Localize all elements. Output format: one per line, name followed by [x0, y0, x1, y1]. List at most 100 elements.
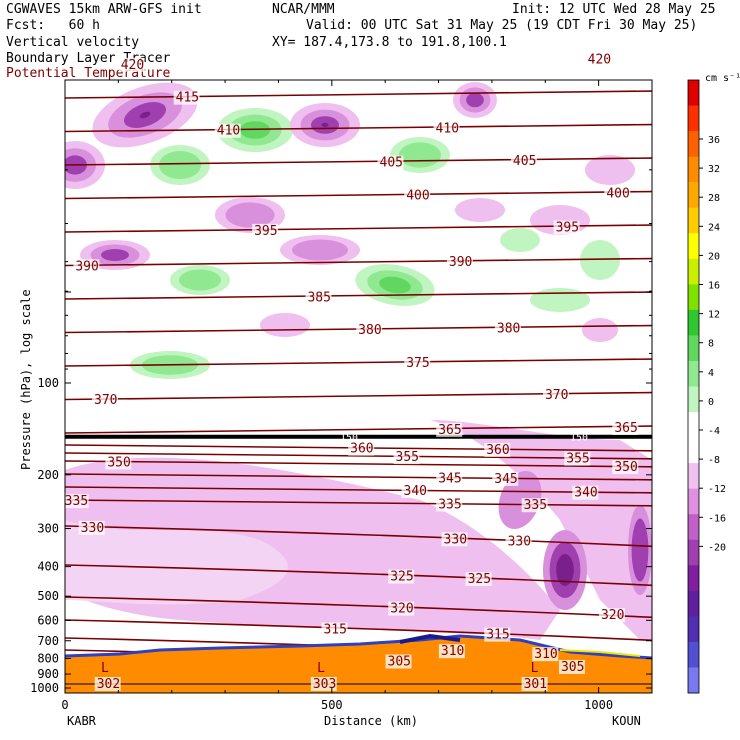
x-tick-label: 500	[321, 698, 343, 712]
colorbar-tick-label: -16	[708, 513, 726, 524]
pressure-150-label: 150	[340, 433, 358, 444]
contour-label-bg	[173, 90, 200, 105]
colorbar-swatch	[688, 488, 699, 515]
colorbar-swatch	[688, 284, 699, 311]
right-station-label: KOUN	[612, 714, 641, 728]
contour-label-bg	[348, 441, 375, 456]
colorbar-swatch	[688, 667, 699, 694]
theta-contour-label: 330	[508, 534, 531, 549]
colorbar-swatch	[688, 463, 699, 490]
gravity-wave-cell	[260, 313, 310, 337]
downdraft-region	[65, 520, 288, 605]
gravity-wave-cell	[101, 249, 129, 261]
theta-330-isentrope	[65, 525, 652, 548]
theta-contour-label: 335	[524, 498, 547, 513]
downdraft-core	[556, 554, 574, 586]
colorbar-swatch	[688, 80, 699, 107]
low-marker: L	[101, 661, 109, 676]
contour-label-bg	[521, 498, 548, 513]
contour-label-bg	[492, 471, 519, 486]
theta-contour-label: 335	[65, 494, 88, 509]
theta-contour-label: 355	[396, 450, 419, 465]
colorbar-tick-label: 36	[708, 135, 720, 146]
colorbar-tick-label: -12	[708, 484, 726, 495]
contour-label-bg	[388, 569, 415, 584]
gravity-wave-cell	[585, 155, 635, 185]
forecast-hour: Fcst: 60 h	[6, 18, 100, 33]
contour-label-bg	[598, 608, 625, 623]
theta-420-isentrope	[65, 58, 652, 65]
contour-label-bg	[441, 532, 468, 547]
init-time: Init: 12 UTC Wed 28 May 25	[512, 2, 716, 17]
contour-label-bg	[105, 455, 132, 470]
contour-label-bg	[252, 223, 279, 238]
theta-contour-label: 390	[449, 255, 472, 270]
theta-405-isentrope	[65, 157, 652, 166]
colorbar-tick-label: 20	[708, 251, 720, 262]
org-label: NCAR/MMM	[272, 2, 335, 17]
gravity-wave-cell	[292, 239, 348, 261]
colorbar-swatch	[688, 156, 699, 183]
colorbar-tick-label: 8	[708, 339, 714, 350]
contour-label-bg	[436, 497, 463, 512]
theta-contour-label: 375	[406, 356, 429, 371]
theta-320-isentrope	[65, 596, 652, 619]
theta-contour-label: 335	[438, 497, 461, 512]
contour-label-bg	[305, 290, 332, 305]
theta-contour-label: 360	[350, 442, 373, 457]
theta-contours	[65, 58, 652, 672]
colorbar-tick-label: 28	[708, 193, 720, 204]
colorbar-swatch	[688, 360, 699, 387]
x-axis-label: Distance (km)	[324, 714, 418, 728]
contour-label-bg	[484, 442, 511, 457]
y-tick-label: 700	[37, 634, 59, 648]
gravity-wave-cell	[379, 276, 411, 294]
theta-contour-label: 350	[614, 460, 637, 475]
theta-contour-label: 410	[217, 124, 240, 139]
colorbar-swatch	[688, 514, 699, 541]
terrain-tracer	[65, 633, 652, 693]
downdraft-region	[430, 420, 652, 640]
contour-label-bg	[542, 388, 569, 403]
downdraft-core	[631, 518, 649, 582]
colorbar-swatch	[688, 105, 699, 132]
theta-contour-label: 410	[436, 121, 459, 136]
low-marker: L	[531, 661, 539, 676]
theta-contour-label: 315	[486, 628, 509, 643]
contour-label-bg	[94, 677, 121, 691]
theta-390-isentrope	[65, 257, 652, 267]
theta-contour-label: 385	[307, 290, 330, 305]
colorbar-swatch	[688, 539, 699, 566]
y-tick-label: 900	[37, 667, 59, 681]
theta-contour-label: 400	[406, 189, 429, 204]
colorbar-swatch	[688, 309, 699, 336]
contour-label-bg	[532, 647, 559, 662]
field-potential-temperature: Potential Temperature	[6, 66, 171, 81]
boundary-layer-tracer	[65, 636, 652, 693]
contour-label-bg	[585, 52, 612, 67]
gravity-wave-cell	[455, 198, 505, 222]
contour-label-bg	[438, 644, 465, 659]
contour-label-bg	[510, 154, 537, 169]
theta-contour-label: 320	[601, 608, 624, 623]
colorbar-swatch	[688, 565, 699, 592]
theta-contour-label: 325	[468, 572, 491, 587]
y-tick-label: 400	[37, 560, 59, 574]
colorbar-tick-label: -4	[708, 426, 720, 437]
contour-label-bg	[404, 188, 431, 203]
colorbar-tick-label: 0	[708, 397, 714, 408]
colorbar-swatch	[688, 258, 699, 285]
colorbar-tick-label: 24	[708, 222, 720, 233]
vertical-velocity-field	[65, 82, 652, 640]
colorbar-swatch	[688, 641, 699, 668]
gravity-wave-cell	[530, 288, 590, 312]
low-marker: L	[317, 661, 325, 676]
theta-385-isentrope	[65, 291, 652, 300]
gravity-wave-cell	[321, 122, 329, 128]
contour-label-bg	[388, 601, 415, 616]
theta-contour-label: 370	[94, 393, 117, 408]
theta-contour-label: 400	[606, 187, 629, 202]
colorbar: cm s⁻¹ 36 32 28 24 20 16 12 8 4 0 -4 -8 -12 -16 -20	[687, 73, 740, 694]
colorbar-tick-label: -20	[708, 542, 726, 553]
colorbar-tick-label: 12	[708, 310, 720, 321]
